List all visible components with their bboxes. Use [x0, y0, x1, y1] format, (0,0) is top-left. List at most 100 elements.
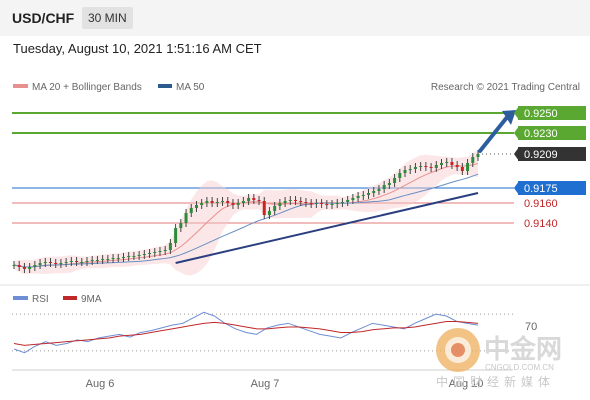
candle-body — [174, 228, 178, 243]
candle-body — [283, 201, 287, 203]
candle-body — [387, 183, 391, 185]
candle-body — [111, 258, 115, 259]
candle-body — [429, 167, 433, 168]
rsi-line — [13, 311, 479, 354]
candle-body — [267, 211, 271, 215]
candle-body — [273, 206, 277, 211]
candle-body — [205, 201, 209, 203]
credit-label: Research © 2021 Trading Central — [431, 82, 580, 93]
candle-body — [460, 167, 464, 171]
candle-body — [466, 163, 470, 171]
rsi-70-label: 70 — [525, 321, 537, 333]
level-value-2: 0.9209 — [524, 149, 558, 161]
candle-body — [346, 200, 350, 202]
candle-body — [200, 203, 204, 205]
candle-body — [434, 165, 438, 168]
candle-body — [194, 205, 198, 208]
candle-body — [17, 265, 21, 267]
candle-body — [413, 167, 417, 169]
candle-body — [398, 173, 402, 178]
candle-body — [445, 162, 449, 163]
candle-body — [450, 162, 454, 165]
candle-body — [127, 256, 131, 257]
candle-body — [64, 262, 68, 263]
candle-body — [163, 250, 167, 251]
candle-body — [75, 261, 79, 262]
candle-body — [356, 196, 360, 198]
projection-arrow — [478, 114, 510, 153]
candle-body — [137, 255, 141, 256]
rsi-ma-line — [13, 321, 479, 346]
candle-body — [221, 201, 225, 202]
candle-body — [288, 200, 292, 201]
watermark-tagline: 中国财经新媒体 — [436, 374, 555, 389]
watermark-brand: 中金网 — [484, 334, 562, 365]
candle-body — [351, 198, 355, 200]
candle-body — [101, 259, 105, 260]
candle-body — [294, 200, 298, 201]
candle-body — [132, 256, 136, 257]
candle-body — [153, 252, 157, 253]
candle-body — [158, 251, 162, 252]
candle-body — [257, 200, 261, 201]
symbol-label: USD/CHF — [12, 10, 75, 26]
candle-body — [236, 203, 240, 205]
level-tag-pointer-2 — [514, 147, 519, 161]
legend-ma50-label: MA 50 — [176, 82, 205, 93]
level-tag-1 — [518, 126, 586, 140]
candle-body — [12, 265, 16, 266]
level-value-3: 0.9175 — [524, 183, 558, 195]
ma20-line — [13, 163, 479, 268]
watermark-logo — [436, 328, 480, 372]
candle-body — [424, 166, 428, 167]
x-label-aug7: Aug 7 — [251, 378, 280, 390]
candle-body — [476, 154, 480, 157]
candle-body — [419, 166, 423, 167]
candle-body — [247, 198, 251, 201]
legend-ma20-label: MA 20 + Bollinger Bands — [32, 82, 142, 93]
level-tag-0 — [518, 106, 586, 120]
level-tag-pointer-0 — [514, 106, 519, 120]
candle-body — [22, 267, 26, 269]
candle-body — [28, 267, 32, 269]
candle-body — [38, 263, 42, 265]
candle-body — [320, 203, 324, 204]
candle-body — [116, 258, 120, 259]
level-value-1: 0.9230 — [524, 128, 558, 140]
candle-body — [309, 203, 313, 204]
candle-body — [59, 263, 63, 264]
candle-body — [408, 169, 412, 170]
level-tag-pointer-3 — [514, 181, 519, 195]
candle-body — [106, 259, 110, 260]
candle-body — [80, 262, 84, 263]
candle-body — [325, 204, 329, 205]
candle-body — [142, 254, 146, 255]
candle-body — [54, 263, 58, 264]
candle-body — [382, 185, 386, 189]
level-tag-3 — [518, 181, 586, 195]
candle-body — [252, 198, 256, 200]
candle-body — [95, 260, 99, 261]
candle-body — [455, 165, 459, 167]
candle-body — [215, 202, 219, 203]
candle-body — [48, 262, 52, 263]
candle-body — [262, 201, 266, 215]
datetime-label: Tuesday, August 10, 2021 1:51:16 AM CET — [13, 41, 262, 56]
candle-body — [226, 201, 230, 203]
candle-body — [121, 257, 125, 258]
candle-body — [69, 261, 73, 262]
candle-body — [314, 203, 318, 204]
candle-body — [179, 223, 183, 228]
candle-body — [241, 201, 245, 203]
candle-body — [148, 253, 152, 254]
x-label-aug6: Aug 6 — [86, 378, 115, 390]
level-tag-pointer-1 — [514, 126, 519, 140]
candle-body — [403, 170, 407, 173]
candle-body — [278, 203, 282, 206]
candle-body — [361, 195, 365, 196]
level-value-4: 0.9160 — [524, 198, 558, 210]
candle-body — [372, 191, 376, 193]
candle-body — [85, 261, 89, 262]
timeframe-button[interactable]: 30 MIN — [82, 7, 133, 29]
